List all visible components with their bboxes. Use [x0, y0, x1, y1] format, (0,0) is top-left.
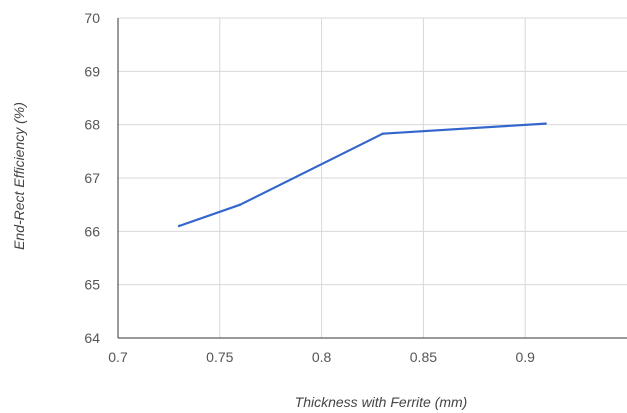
series	[177, 122, 547, 228]
y-tick-label: 64	[84, 330, 100, 346]
y-tick-label: 66	[84, 223, 100, 239]
y-tick-label: 65	[84, 277, 100, 293]
x-tick-label: 0.7	[108, 349, 128, 365]
grid	[118, 17, 627, 338]
y-tick-label: 70	[84, 10, 100, 26]
series-line	[178, 122, 547, 228]
y-tick-label: 67	[84, 170, 100, 186]
y-tick-label: 69	[84, 63, 100, 79]
axes	[117, 18, 627, 339]
data-point	[544, 122, 547, 125]
x-tick-label: 0.85	[410, 349, 437, 365]
x-tick-label: 0.9	[515, 349, 535, 365]
data-point	[381, 132, 384, 135]
y-tick-label: 68	[84, 117, 100, 133]
x-tick-label: 0.8	[312, 349, 332, 365]
y-axis-title: End-Rect Efficiency (%)	[11, 102, 27, 250]
tick-labels: 64 65 66 67 68 69 70 0.7 0.75 0.8 0.85 0.9	[84, 10, 535, 365]
x-axis-title: Thickness with Ferrite (mm)	[295, 394, 468, 410]
data-point	[238, 203, 242, 206]
data-point	[177, 224, 181, 228]
x-tick-label: 0.75	[206, 349, 233, 365]
